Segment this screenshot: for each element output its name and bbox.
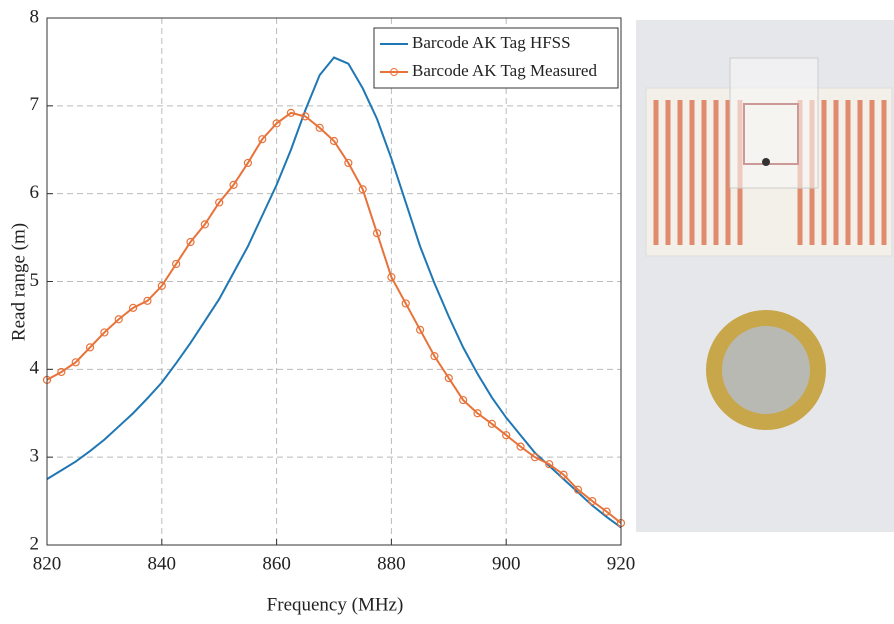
series-marker <box>57 367 66 377</box>
series-marker <box>430 352 439 361</box>
series-marker <box>286 108 296 117</box>
y-tick-label: 5 <box>30 270 40 291</box>
tag-chip <box>762 158 770 166</box>
series-marker <box>516 442 525 451</box>
plot-area <box>47 18 621 545</box>
series-marker <box>143 296 152 305</box>
x-tick-label: 860 <box>262 553 291 574</box>
series-marker <box>545 460 554 469</box>
series-marker <box>444 374 453 383</box>
series-marker <box>229 180 238 189</box>
series-marker <box>401 299 410 308</box>
x-tick-label: 900 <box>492 553 521 574</box>
y-tick-label: 4 <box>30 358 40 379</box>
series-marker <box>200 220 209 229</box>
series-marker <box>502 431 511 440</box>
series-marker <box>85 343 95 352</box>
legend-box <box>373 27 619 89</box>
series-marker <box>387 273 396 282</box>
series-marker <box>416 325 425 334</box>
y-tick-label: 2 <box>30 533 40 554</box>
legend-label: Barcode AK Tag HFSS <box>412 33 571 52</box>
series-marker <box>129 303 138 312</box>
series-marker <box>272 119 281 128</box>
series-line <box>46 56 622 529</box>
y-tick-label: 6 <box>30 182 40 203</box>
series-marker <box>315 123 324 132</box>
series-marker <box>602 507 611 516</box>
coin-center <box>722 326 810 414</box>
series-marker <box>172 259 181 269</box>
series-marker <box>344 158 353 168</box>
series-marker <box>559 470 568 479</box>
series-marker <box>243 158 252 168</box>
series-marker <box>215 198 224 207</box>
series-marker <box>301 112 310 121</box>
x-tick-label: 920 <box>607 553 636 574</box>
series-marker <box>329 136 339 146</box>
legend-marker <box>390 68 398 76</box>
photo <box>636 20 894 532</box>
x-tick-label: 880 <box>377 553 406 574</box>
x-tick-label: 820 <box>33 553 62 574</box>
series-marker <box>459 395 468 405</box>
series-marker <box>258 135 267 144</box>
series-marker <box>487 419 496 428</box>
y-axis-label: Read range (m) <box>8 223 29 341</box>
series-marker <box>473 409 482 418</box>
plot-frame <box>46 17 622 546</box>
x-axis-label: Frequency (MHz) <box>267 594 404 615</box>
series-marker <box>530 453 540 462</box>
x-tick-label: 840 <box>148 553 177 574</box>
series-line <box>46 111 622 524</box>
series-marker <box>100 328 109 337</box>
series-marker <box>114 315 123 324</box>
legend: Barcode AK Tag HFSS Barcode AK Tag Measur… <box>373 27 619 89</box>
y-tick-label: 7 <box>30 94 40 115</box>
series-marker <box>71 358 80 367</box>
series-marker <box>372 229 382 238</box>
y-tick-label: 3 <box>30 446 40 467</box>
series-marker <box>186 237 195 247</box>
series-marker <box>358 185 367 194</box>
legend-label: Barcode AK Tag Measured <box>412 61 597 80</box>
tag-loop <box>743 103 799 165</box>
series-marker <box>588 496 597 506</box>
y-tick-label: 8 <box>30 6 40 27</box>
series-marker <box>157 281 166 290</box>
series-marker <box>573 485 583 494</box>
